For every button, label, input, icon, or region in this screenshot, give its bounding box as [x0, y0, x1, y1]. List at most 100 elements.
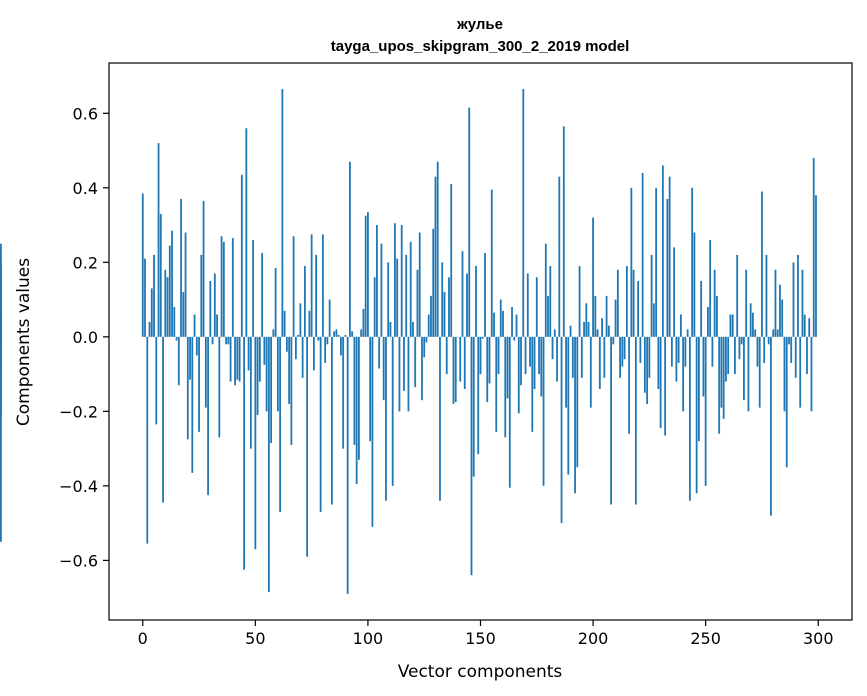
bar: [486, 336, 489, 403]
bar: [598, 336, 601, 389]
y-tick-label: 0.0: [73, 328, 98, 347]
bar: [319, 336, 322, 512]
bar: [767, 336, 770, 345]
bar: [693, 232, 696, 337]
bar: [141, 193, 144, 337]
bar: [477, 336, 480, 455]
x-tick-label: 300: [803, 629, 834, 648]
bar: [0, 277, 2, 337]
bar: [445, 336, 448, 375]
x-axis-label: Vector components: [398, 662, 563, 682]
bar: [261, 253, 263, 337]
bar: [213, 273, 216, 337]
bar: [702, 336, 705, 397]
bar: [551, 336, 554, 360]
bar: [358, 336, 360, 460]
y-tick-label: −0.6: [59, 551, 98, 570]
bar: [556, 336, 558, 382]
bar: [774, 269, 777, 337]
bar: [461, 251, 464, 337]
bar: [290, 336, 293, 445]
bar: [211, 336, 214, 345]
bar: [153, 254, 155, 337]
bar: [470, 336, 473, 576]
bar: [472, 336, 475, 477]
bar: [157, 143, 160, 337]
bar: [670, 336, 673, 367]
bar: [450, 184, 453, 337]
bar: [803, 314, 806, 337]
bar: [531, 336, 534, 432]
bar: [234, 336, 236, 386]
bar: [650, 254, 653, 337]
bar: [707, 307, 709, 337]
axes-layer: 0 50 100 150 200 250 300 −0.6 −0.4 −0.2 0.0 0.2 0.4 0…: [59, 62, 853, 648]
bar: [439, 336, 441, 501]
bar: [177, 336, 180, 386]
bar: [240, 174, 243, 337]
bar: [524, 336, 527, 375]
bar: [790, 336, 793, 363]
bar: [810, 336, 813, 412]
bar: [785, 336, 788, 468]
bar: [425, 336, 428, 343]
bar: [249, 336, 252, 449]
bar: [463, 336, 466, 389]
bar: [310, 234, 313, 337]
bar: [682, 336, 685, 412]
bar: [265, 336, 268, 412]
bar: [349, 161, 351, 337]
bar: [238, 336, 241, 382]
bar: [740, 336, 743, 345]
y-tick-label: −0.4: [59, 477, 98, 496]
bar: [155, 336, 158, 425]
bar: [549, 266, 552, 337]
bar: [643, 336, 646, 393]
bar: [625, 266, 628, 337]
bar: [225, 336, 227, 345]
bar: [484, 253, 486, 337]
bar: [585, 303, 588, 337]
bar: [193, 314, 196, 337]
bar: [270, 336, 273, 444]
bar: [533, 336, 536, 389]
bar: [801, 269, 804, 337]
bar: [718, 336, 721, 434]
bar: [254, 336, 257, 550]
bar: [745, 269, 748, 337]
bar: [565, 336, 567, 408]
bar: [389, 321, 392, 337]
bar: [661, 165, 664, 337]
bar: [427, 314, 430, 337]
bar: [321, 234, 324, 337]
bar: [677, 336, 680, 363]
bar: [522, 89, 525, 337]
bar: [416, 269, 419, 337]
bar: [171, 230, 173, 337]
bar: [713, 269, 716, 337]
bar: [673, 247, 676, 337]
bar: [526, 273, 529, 337]
bar: [535, 277, 538, 337]
bar: [668, 176, 671, 337]
bars-layer: [0, 89, 817, 594]
bar: [204, 336, 207, 408]
bar: [432, 228, 435, 337]
bar: [189, 336, 191, 380]
bar: [394, 223, 396, 337]
bar: [632, 269, 635, 337]
bar: [634, 336, 637, 505]
bar: [558, 176, 561, 337]
bar: [324, 336, 327, 363]
bar: [0, 336, 2, 416]
bar: [283, 310, 286, 337]
bar: [164, 269, 167, 337]
bar: [646, 336, 649, 404]
bar: [382, 336, 385, 401]
bar: [765, 254, 768, 337]
bar: [443, 292, 446, 337]
bar: [637, 280, 640, 337]
bar: [783, 336, 786, 412]
bar: [297, 334, 300, 337]
